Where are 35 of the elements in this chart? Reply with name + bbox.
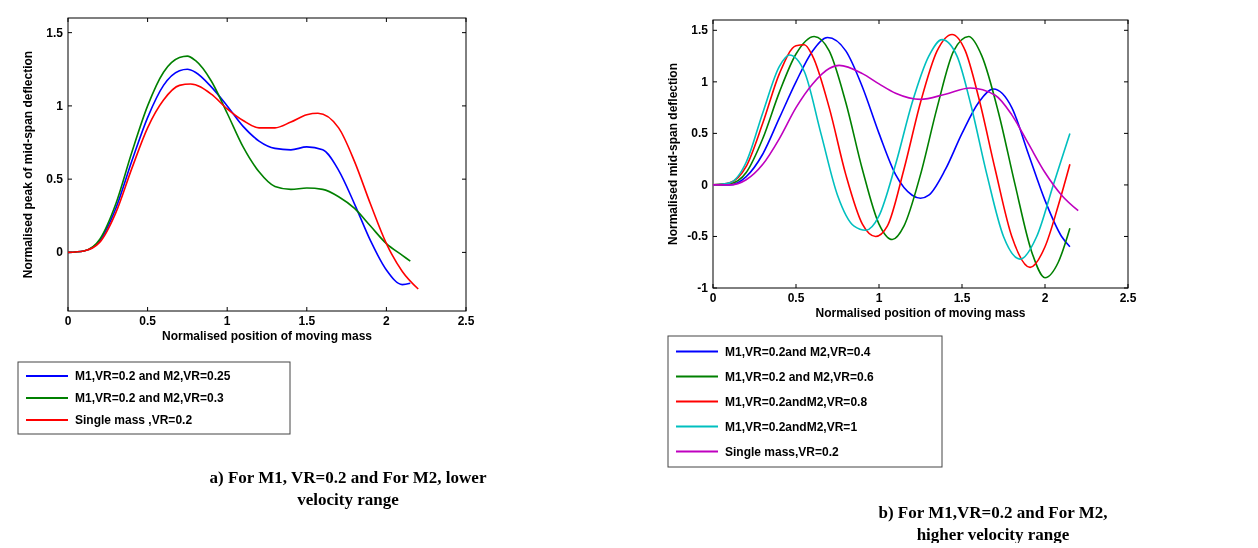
- y-tick-label: 0: [701, 177, 709, 192]
- legend-label: M1,VR=0.2andM2,VR=0.8: [725, 394, 868, 409]
- x-tick-label: 1.5: [953, 291, 971, 305]
- x-axis-title: Normalised position of moving mass: [161, 329, 373, 343]
- y-tick-label: 1: [701, 74, 709, 89]
- legend-label: Single mass ,VR=0.2: [75, 413, 193, 427]
- y-axis-title: Normalised peak of mid-span deflection: [21, 50, 35, 279]
- x-tick-label: 0.5: [139, 314, 157, 328]
- legend-label: Single mass,VR=0.2: [725, 444, 840, 459]
- y-tick-label: 1.5: [46, 25, 64, 40]
- x-tick-label: 2.5: [1119, 291, 1137, 305]
- legend-label: M1,VR=0.2andM2,VR=1: [725, 419, 858, 434]
- x-tick-label: 0.5: [787, 291, 805, 305]
- text: b) For M1,VR=0.2 and For M2, higher velocity range: [878, 503, 1108, 544]
- x-tick-label: 2: [383, 314, 391, 328]
- x-tick-label: 2.5: [457, 314, 475, 328]
- y-tick-label: -1: [697, 281, 709, 295]
- y-tick-label: 1.5: [691, 23, 709, 38]
- y-axis-title: Normalised mid-span deflection: [666, 62, 680, 246]
- legend-label: M1,VR=0.2 and M2,VR=0.3: [75, 391, 225, 405]
- line-series: [712, 64, 1079, 212]
- x-tick-label: 1.5: [298, 314, 316, 328]
- x-tick-label: 1: [223, 314, 231, 328]
- legend-label: M1,VR=0.2and M2,VR=0.4: [725, 344, 871, 359]
- legend-label: M1,VR=0.2 and M2,VR=0.25: [75, 369, 231, 383]
- x-axis-title: Normalised position of moving mass: [815, 306, 1026, 320]
- y-tick-label: -0.5: [687, 229, 709, 244]
- text: a) For M1, VR=0.2 and For M2, lower velocity range: [209, 468, 487, 509]
- y-tick-label: 0: [56, 245, 64, 260]
- legend-label: M1,VR=0.2 and M2,VR=0.6: [725, 369, 875, 384]
- y-tick-label: 0.5: [46, 172, 64, 187]
- y-tick-label: 0.5: [691, 126, 709, 141]
- x-tick-label: 2: [1041, 291, 1049, 305]
- y-tick-label: 1: [56, 98, 64, 113]
- x-tick-label: 1: [875, 291, 883, 305]
